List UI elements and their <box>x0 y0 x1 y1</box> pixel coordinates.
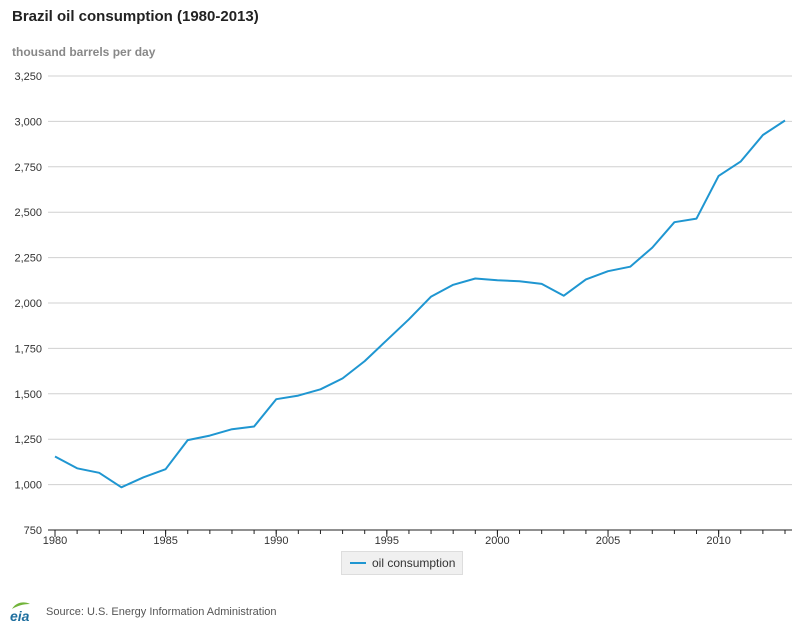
data-point[interactable] <box>74 465 80 471</box>
y-tick-label: 3,000 <box>14 116 42 128</box>
data-point[interactable] <box>694 216 700 222</box>
data-point[interactable] <box>716 173 722 179</box>
data-point[interactable] <box>273 396 279 402</box>
y-tick-label: 1,750 <box>14 343 42 355</box>
y-tick-label: 2,250 <box>14 253 42 265</box>
data-point[interactable] <box>627 264 633 270</box>
y-tick-label: 2,750 <box>14 162 42 174</box>
data-point[interactable] <box>583 276 589 282</box>
y-axis-unit-label: thousand barrels per day <box>12 45 156 59</box>
data-point[interactable] <box>671 219 677 225</box>
data-point[interactable] <box>760 132 766 138</box>
legend-swatch-oil-consumption <box>350 562 366 564</box>
data-point[interactable] <box>251 423 257 429</box>
y-tick-label: 1,000 <box>14 480 42 492</box>
data-point[interactable] <box>738 158 744 164</box>
data-point[interactable] <box>295 393 301 399</box>
x-tick-label: 1980 <box>43 535 67 547</box>
eia-logo-icon: eia <box>10 602 30 624</box>
y-tick-label: 3,250 <box>14 71 42 83</box>
data-point[interactable] <box>140 474 146 480</box>
data-point[interactable] <box>384 337 390 343</box>
data-point[interactable] <box>96 470 102 476</box>
data-point[interactable] <box>605 268 611 274</box>
data-point[interactable] <box>163 466 169 472</box>
x-tick-label: 1995 <box>375 535 399 547</box>
data-point[interactable] <box>649 245 655 251</box>
data-point[interactable] <box>472 275 478 281</box>
data-point[interactable] <box>52 453 58 459</box>
axes: 750 1,000 1,250 1,500 1,750 2,000 2,250 2,500 2,… <box>14 71 792 547</box>
series-layer <box>52 117 788 490</box>
chart-title: Brazil oil consumption (1980-2013) <box>12 8 259 25</box>
eia-logo-text: eia <box>10 608 30 624</box>
data-point[interactable] <box>494 277 500 283</box>
data-point[interactable] <box>561 293 567 299</box>
data-point[interactable] <box>207 433 213 439</box>
data-point[interactable] <box>450 282 456 288</box>
footer: eia Source: U.S. Energy Information Admi… <box>8 600 277 624</box>
data-point[interactable] <box>539 281 545 287</box>
data-point[interactable] <box>428 294 434 300</box>
x-tick-label: 1985 <box>153 535 177 547</box>
y-tick-label: 2,000 <box>14 298 42 310</box>
data-point[interactable] <box>185 437 191 443</box>
x-tick-label: 2000 <box>485 535 509 547</box>
data-point[interactable] <box>340 375 346 381</box>
source-text: Source: U.S. Energy Information Administ… <box>46 606 277 618</box>
y-tick-label: 1,250 <box>14 434 42 446</box>
data-point[interactable] <box>782 117 788 123</box>
gridlines <box>48 75 792 486</box>
series-line-oil-consumption[interactable] <box>54 119 786 489</box>
x-tick-label: 2005 <box>596 535 620 547</box>
data-point[interactable] <box>517 278 523 284</box>
x-tick-label: 1990 <box>264 535 288 547</box>
data-point[interactable] <box>229 426 235 432</box>
legend[interactable]: oil consumption <box>341 551 463 575</box>
data-point[interactable] <box>317 386 323 392</box>
y-tick-label: 750 <box>24 525 42 537</box>
y-tick-label: 1,500 <box>14 389 42 401</box>
y-tick-label: 2,500 <box>14 207 42 219</box>
data-point[interactable] <box>362 358 368 364</box>
data-point[interactable] <box>406 316 412 322</box>
legend-label-oil-consumption: oil consumption <box>372 556 456 570</box>
x-tick-label: 2010 <box>706 535 730 547</box>
data-point[interactable] <box>118 484 124 490</box>
